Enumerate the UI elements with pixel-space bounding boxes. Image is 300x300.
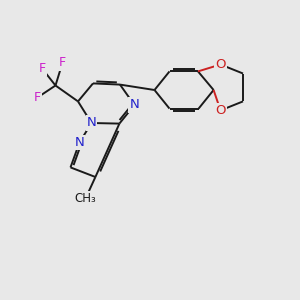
Text: N: N (130, 98, 139, 112)
Text: CH₃: CH₃ (75, 192, 96, 205)
Text: F: F (59, 56, 66, 70)
Text: O: O (215, 58, 226, 71)
Text: N: N (75, 136, 84, 149)
Text: F: F (34, 91, 41, 104)
Text: N: N (87, 116, 96, 130)
Text: O: O (215, 104, 226, 117)
Text: F: F (38, 62, 46, 75)
